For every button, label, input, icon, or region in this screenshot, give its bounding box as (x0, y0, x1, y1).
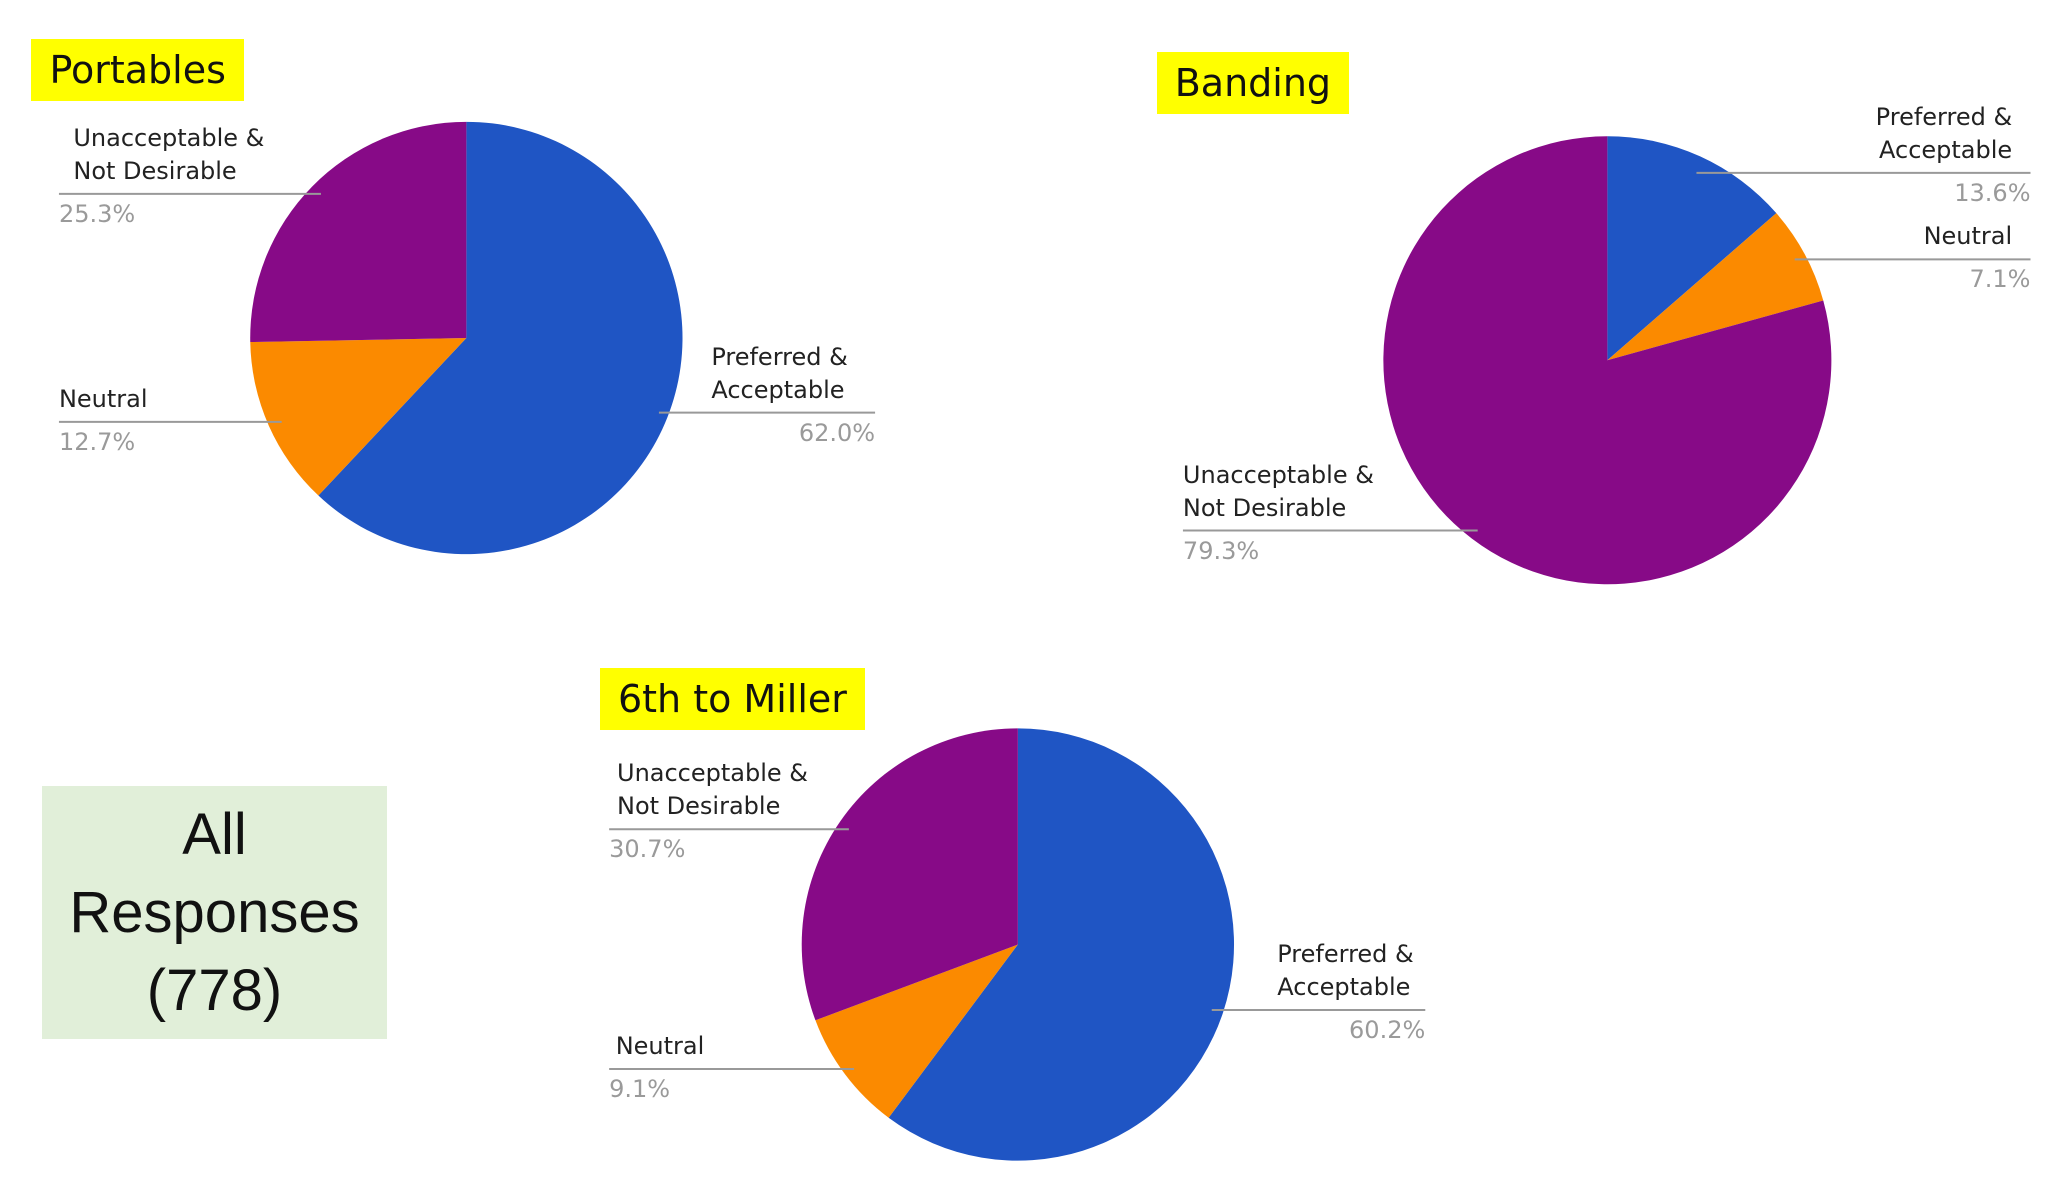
pie-slice (888, 728, 1235, 1161)
pie-slice (1383, 136, 1832, 585)
pie-slice (1607, 213, 1824, 361)
pie-slice (1607, 136, 1777, 361)
slice-label: Preferred & Acceptable (711, 342, 848, 404)
value-label: 13.6% (1954, 178, 2031, 207)
value-label: 62.0% (798, 418, 876, 447)
value-label: 7.1% (1969, 265, 2031, 294)
value-label: 79.3% (1182, 536, 1260, 565)
summary-line: All (182, 801, 247, 867)
slice-label: Neutral (615, 1031, 705, 1060)
value-label: 30.7% (609, 835, 686, 864)
value-label: 12.7% (58, 427, 136, 456)
chart-title: Portables (31, 39, 244, 102)
slice-label: Unacceptable & Not Desirable (1182, 460, 1374, 522)
slice-label: Neutral (1923, 222, 2013, 251)
slice-label: Preferred & Acceptable (1277, 940, 1414, 1002)
value-label: 25.3% (58, 199, 136, 228)
slice-label: Neutral (58, 384, 148, 413)
pie-slice (250, 121, 467, 343)
value-label: 60.2% (1349, 1016, 1426, 1044)
value-label: 9.1% (609, 1074, 671, 1103)
summary-line: (778) (146, 957, 283, 1023)
summary-box: All Responses (778) (42, 786, 387, 1039)
pie-slice (250, 337, 467, 496)
pie-slice (318, 121, 683, 555)
pie-slice (815, 944, 1018, 1118)
chart-title: Banding (1156, 52, 1350, 115)
chart-title: 6th to Miller (599, 668, 865, 731)
slice-label: Preferred & Acceptable (1875, 102, 2013, 164)
pie-slice (801, 728, 1018, 1021)
slice-label: Unacceptable & Not Desirable (73, 123, 265, 185)
summary-line: Responses (69, 879, 360, 945)
slice-label: Unacceptable & Not Desirable (617, 759, 809, 821)
